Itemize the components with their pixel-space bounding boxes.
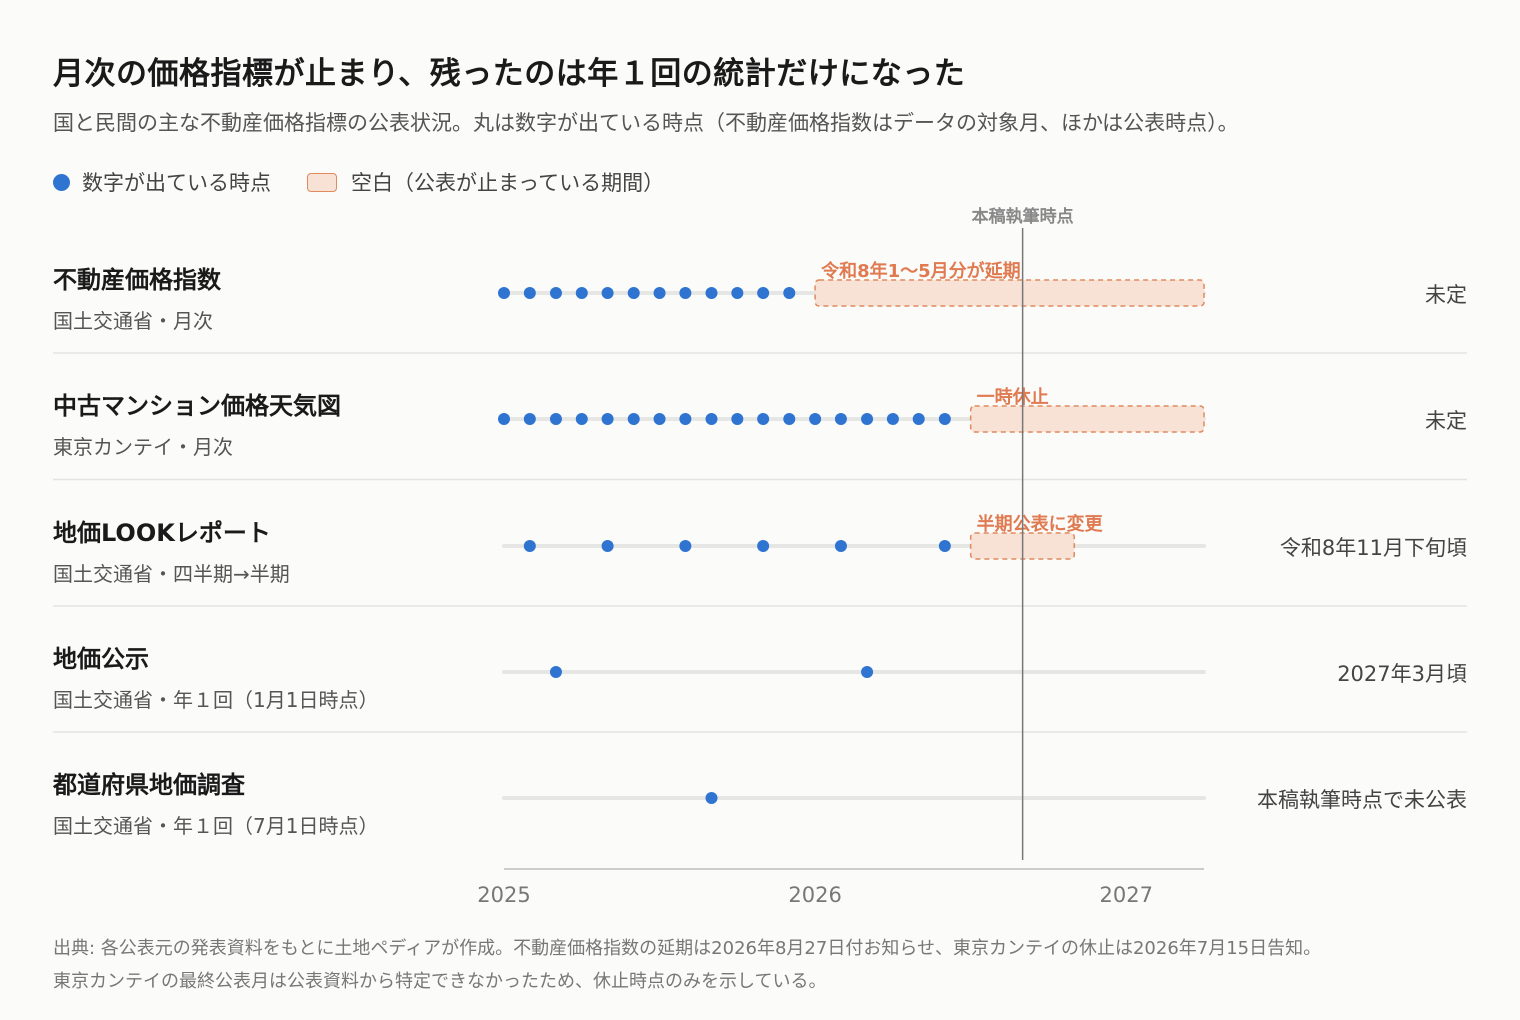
data-point	[679, 287, 692, 299]
data-point	[498, 287, 510, 299]
data-point	[783, 287, 796, 299]
data-point	[731, 413, 744, 425]
row-meta: 国土交通省・月次	[53, 309, 213, 333]
row-label: 地価公示国土交通省・年１回（1月1日時点）	[53, 639, 378, 713]
row-label: 中古マンション価格天気図東京カンテイ・月次	[53, 386, 341, 460]
row-next-publication: 本稿執筆時点で未公表	[1257, 788, 1467, 812]
source-line-2: 東京カンテイの最終公表月は公表資料から特定できなかったため、休止時点のみを示して…	[53, 971, 827, 992]
gap-label: 令和8年1〜5月分が延期	[820, 260, 1021, 282]
row-next-publication: 令和8年11月下旬頃	[1279, 536, 1467, 560]
legend-gap-label: 空白（公表が止まっている期間）	[351, 171, 665, 195]
data-point	[498, 413, 510, 425]
gap-box	[969, 405, 1205, 433]
data-point	[757, 287, 770, 299]
data-point	[886, 413, 899, 425]
row-name: 不動産価格指数	[53, 266, 221, 294]
data-point	[679, 413, 692, 425]
data-point	[549, 666, 562, 678]
x-tick-label: 2027	[1099, 883, 1152, 907]
data-point	[601, 540, 614, 552]
data-point	[653, 287, 666, 299]
row-label: 都道府県地価調査国土交通省・年１回（7月1日時点）	[53, 765, 378, 839]
row-label: 地価LOOKレポート国土交通省・四半期→半期	[53, 513, 290, 587]
data-point	[549, 413, 562, 425]
data-point	[705, 287, 718, 299]
data-point	[834, 413, 847, 425]
chart-subtitle: 国と民間の主な不動産価格指標の公表状況。丸は数字が出ている時点（不動産価格指数は…	[53, 111, 1239, 135]
row-name: 地価LOOKレポート	[53, 519, 271, 547]
data-point	[912, 413, 925, 425]
legend-dot-label: 数字が出ている時点	[82, 171, 271, 195]
row-name: 中古マンション価格天気図	[53, 392, 341, 420]
source-line-1: 出典: 各公表元の発表資料をもとに土地ペディアが作成。不動産価格指数の延期は20…	[53, 938, 1322, 959]
row-next-publication: 2027年3月頃	[1337, 662, 1467, 686]
data-point	[601, 287, 614, 299]
data-point	[549, 287, 562, 299]
gap-box	[814, 279, 1205, 307]
legend-gap-icon	[307, 172, 337, 192]
data-point	[938, 413, 951, 425]
data-point	[575, 287, 588, 299]
data-point	[653, 413, 666, 425]
data-point	[938, 540, 951, 552]
gap-label: 一時休止	[977, 386, 1049, 408]
x-tick-label: 2025	[477, 883, 530, 907]
row-next-publication: 未定	[1425, 409, 1467, 433]
data-point	[731, 287, 744, 299]
row-meta: 国土交通省・年１回（7月1日時点）	[53, 814, 379, 838]
row-name: 地価公示	[53, 645, 149, 673]
data-point	[523, 287, 536, 299]
data-point	[757, 540, 770, 552]
data-point	[627, 287, 640, 299]
gap-label: 半期公表に変更	[977, 513, 1104, 535]
data-point	[601, 413, 614, 425]
x-tick-label: 2026	[788, 883, 841, 907]
row-name: 都道府県地価調査	[53, 771, 245, 799]
row-next-publication: 未定	[1425, 283, 1467, 307]
data-point	[627, 413, 640, 425]
row-meta: 国土交通省・四半期→半期	[53, 562, 290, 586]
data-point	[783, 413, 796, 425]
data-point	[757, 413, 770, 425]
data-point	[523, 413, 536, 425]
chart-title: 月次の価格指標が止まり、残ったのは年１回の統計だけになった	[53, 56, 966, 92]
data-point	[705, 792, 718, 804]
row-meta: 東京カンテイ・月次	[53, 435, 233, 459]
data-point	[861, 666, 874, 678]
row-meta: 国土交通省・年１回（1月1日時点）	[53, 688, 379, 712]
data-point	[861, 413, 874, 425]
data-point	[575, 413, 588, 425]
legend-dot-icon	[53, 173, 70, 191]
data-point	[834, 540, 847, 552]
data-point	[679, 540, 692, 552]
data-point	[523, 540, 536, 552]
data-point	[809, 413, 822, 425]
data-point	[705, 413, 718, 425]
source-note: 出典: 各公表元の発表資料をもとに土地ペディアが作成。不動産価格指数の延期は20…	[53, 932, 1321, 998]
legend: 数字が出ている時点 空白（公表が止まっている期間）	[53, 167, 664, 197]
now-marker-label: 本稿執筆時点	[972, 206, 1074, 227]
row-label: 不動産価格指数国土交通省・月次	[53, 260, 221, 334]
